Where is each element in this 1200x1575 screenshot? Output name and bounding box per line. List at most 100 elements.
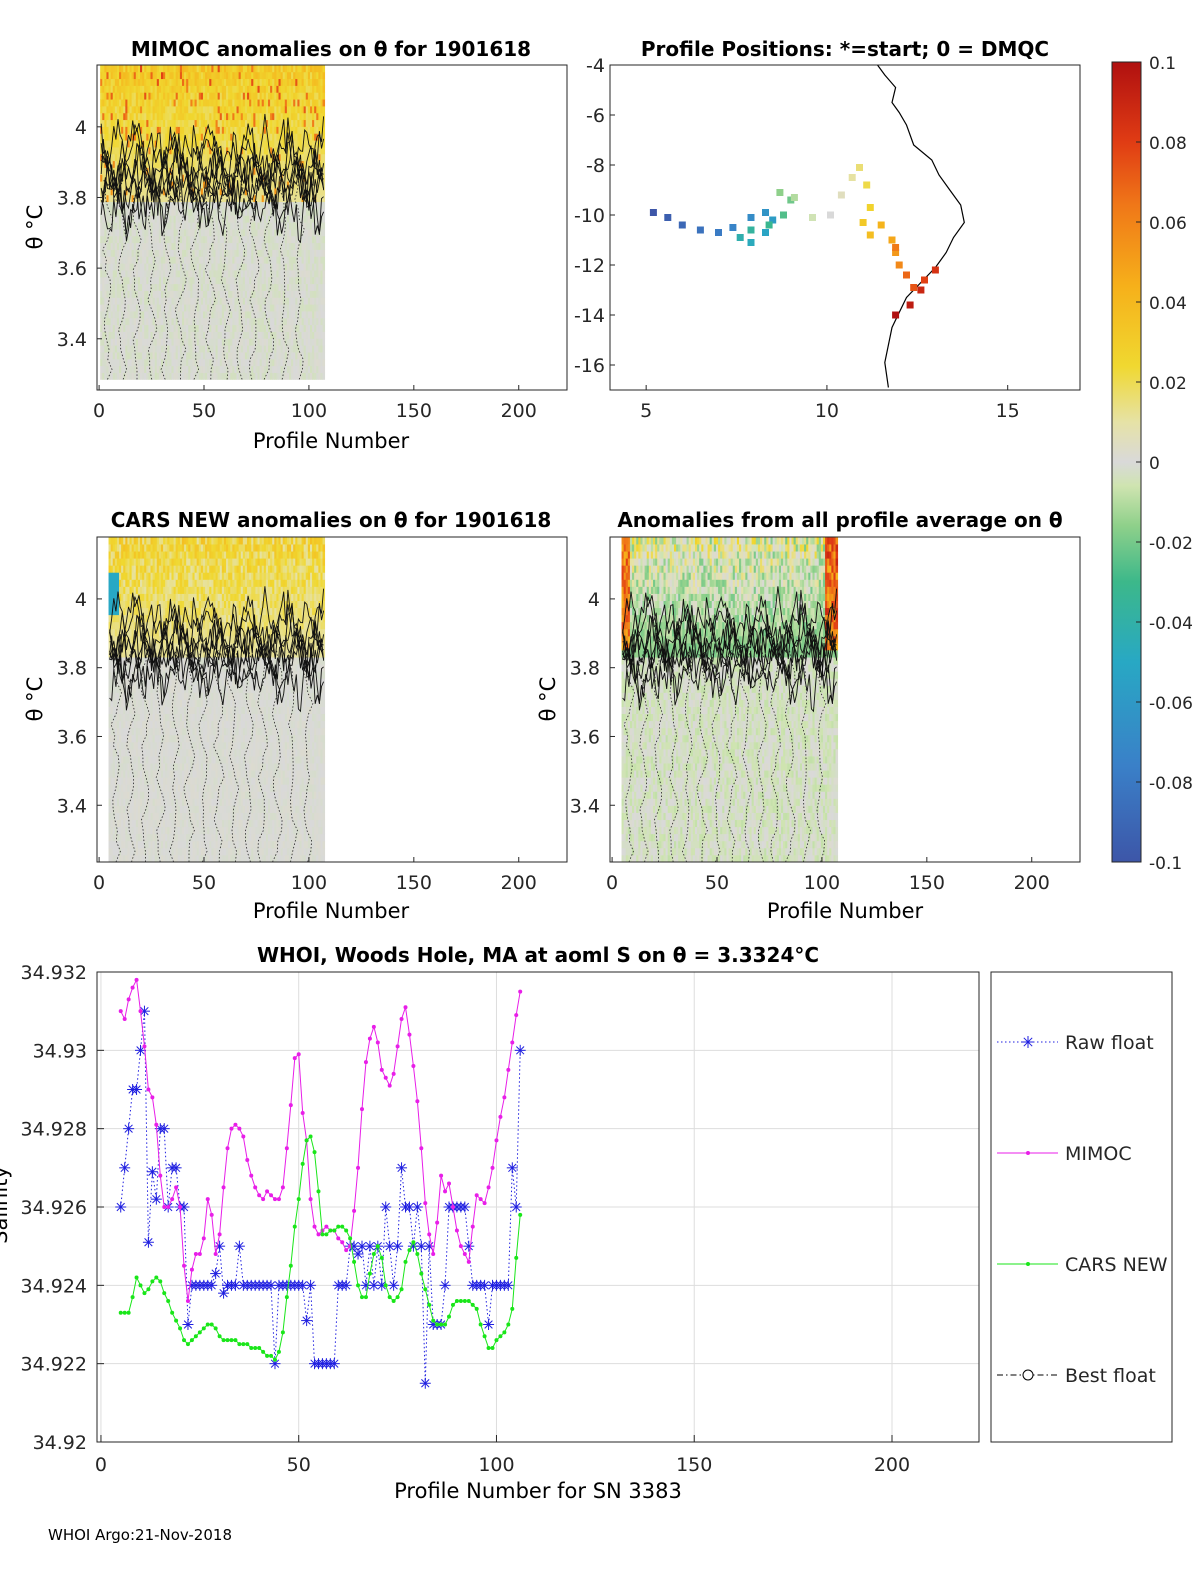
heat-cell <box>295 304 298 312</box>
heat-cell <box>200 181 204 189</box>
heat-cell <box>125 352 128 360</box>
heat-cell <box>190 331 193 339</box>
heat-cell <box>280 71 284 80</box>
heat-cell <box>305 256 309 264</box>
heat-cell <box>144 304 147 312</box>
heat-cell <box>244 270 248 278</box>
heat-cell <box>305 78 309 86</box>
heat-cell <box>188 78 191 86</box>
heat-cell <box>320 283 323 291</box>
heat-cell <box>150 85 153 93</box>
heat-cell <box>165 188 168 196</box>
heat-cell <box>259 85 263 93</box>
heat-cell <box>295 119 298 127</box>
heat-cell <box>196 358 200 367</box>
heat-cell <box>209 133 212 141</box>
heat-cell <box>108 106 112 114</box>
heat-cell <box>205 153 208 162</box>
heat-cell <box>297 365 300 373</box>
heat-cell <box>112 311 116 319</box>
heat-cell <box>219 290 223 298</box>
heat-cell <box>121 194 124 203</box>
heat-cell <box>305 133 309 141</box>
heat-cell <box>175 167 179 175</box>
heat-cell <box>207 160 210 168</box>
heat-cell <box>129 304 133 312</box>
heat-cell <box>314 311 317 319</box>
heat-cell <box>244 208 248 216</box>
heat-cell <box>125 215 128 223</box>
heat-cell <box>221 92 225 100</box>
heat-cell <box>131 222 135 230</box>
heat-cell <box>154 99 158 107</box>
heat-cell <box>236 85 240 93</box>
heat-cell <box>295 256 298 264</box>
heat-cell <box>190 229 193 237</box>
heat-cell <box>265 106 269 114</box>
heat-cell <box>280 352 284 360</box>
heat-cell <box>137 249 141 257</box>
position-marker <box>827 211 834 219</box>
heat-cell <box>276 338 279 346</box>
heat-cell <box>102 222 105 230</box>
heat-cell <box>123 331 126 339</box>
heat-cell <box>167 372 170 380</box>
heat-cell <box>322 249 326 257</box>
heat-cell <box>217 153 221 162</box>
heat-cell <box>247 372 250 380</box>
heat-cell <box>173 270 177 278</box>
heat-cell <box>163 112 166 121</box>
heat-cell <box>322 167 326 175</box>
heat-cell <box>200 256 204 264</box>
heat-cell <box>171 235 174 244</box>
heat-cell <box>186 249 189 257</box>
heat-cell <box>251 85 254 93</box>
heat-cell <box>242 235 246 244</box>
heat-cell <box>242 99 246 107</box>
y-tick-label: 3.6 <box>57 258 87 280</box>
heat-cell <box>282 106 286 114</box>
heat-cell <box>104 78 107 86</box>
heat-cell <box>211 126 214 134</box>
heat-cell <box>242 372 246 380</box>
heat-cell <box>173 297 177 305</box>
heat-cell <box>161 317 164 326</box>
heat-cell <box>110 153 114 162</box>
heat-cell <box>161 365 164 373</box>
heat-cell <box>228 290 231 298</box>
heat-cell <box>232 119 235 127</box>
heat-cell <box>198 276 202 285</box>
heat-cell <box>125 65 128 73</box>
heat-cell <box>255 133 258 141</box>
heat-cell <box>257 235 261 244</box>
heat-cell <box>320 263 323 271</box>
heat-cell <box>288 331 292 339</box>
heat-cell <box>255 119 258 127</box>
heat-cell <box>129 331 133 339</box>
heat-cell <box>177 208 181 216</box>
heat-cell <box>186 331 189 339</box>
heat-cell <box>202 235 206 244</box>
heat-cell <box>142 263 145 271</box>
heat-cell <box>242 112 246 121</box>
heat-cell <box>234 297 237 305</box>
heat-cell <box>123 317 126 326</box>
heat-cell <box>295 126 298 134</box>
heat-cell <box>221 99 225 107</box>
heat-cell <box>288 106 292 114</box>
heat-cell <box>316 119 319 127</box>
heat-cell <box>184 311 187 319</box>
heat-cell <box>288 71 292 80</box>
heat-cell <box>175 71 179 80</box>
heat-cell <box>108 174 112 182</box>
heat-cell <box>169 92 172 100</box>
heat-cell <box>230 181 233 189</box>
heat-cell <box>106 106 109 114</box>
heat-cell <box>146 229 149 237</box>
heat-cell <box>286 126 290 134</box>
heat-cell <box>181 263 185 271</box>
heat-cell <box>121 372 124 380</box>
heat-cell <box>163 201 166 209</box>
heat-cell <box>161 283 164 291</box>
heat-cell <box>102 263 105 271</box>
